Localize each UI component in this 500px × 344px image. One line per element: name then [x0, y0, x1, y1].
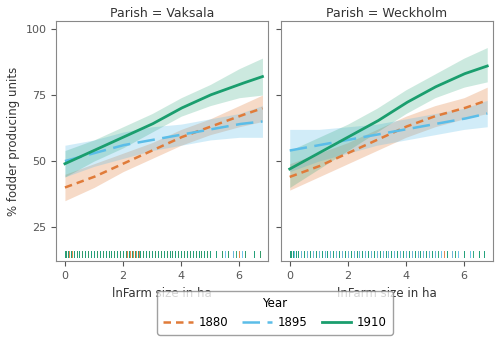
Title: Parish = Vaksala: Parish = Vaksala [110, 7, 214, 20]
X-axis label: lnFarm size in ha: lnFarm size in ha [337, 287, 437, 300]
Y-axis label: % fodder producing units: % fodder producing units [7, 67, 20, 216]
Legend: 1880, 1895, 1910: 1880, 1895, 1910 [157, 291, 393, 335]
X-axis label: lnFarm size in ha: lnFarm size in ha [112, 287, 212, 300]
Title: Parish = Weckholm: Parish = Weckholm [326, 7, 448, 20]
